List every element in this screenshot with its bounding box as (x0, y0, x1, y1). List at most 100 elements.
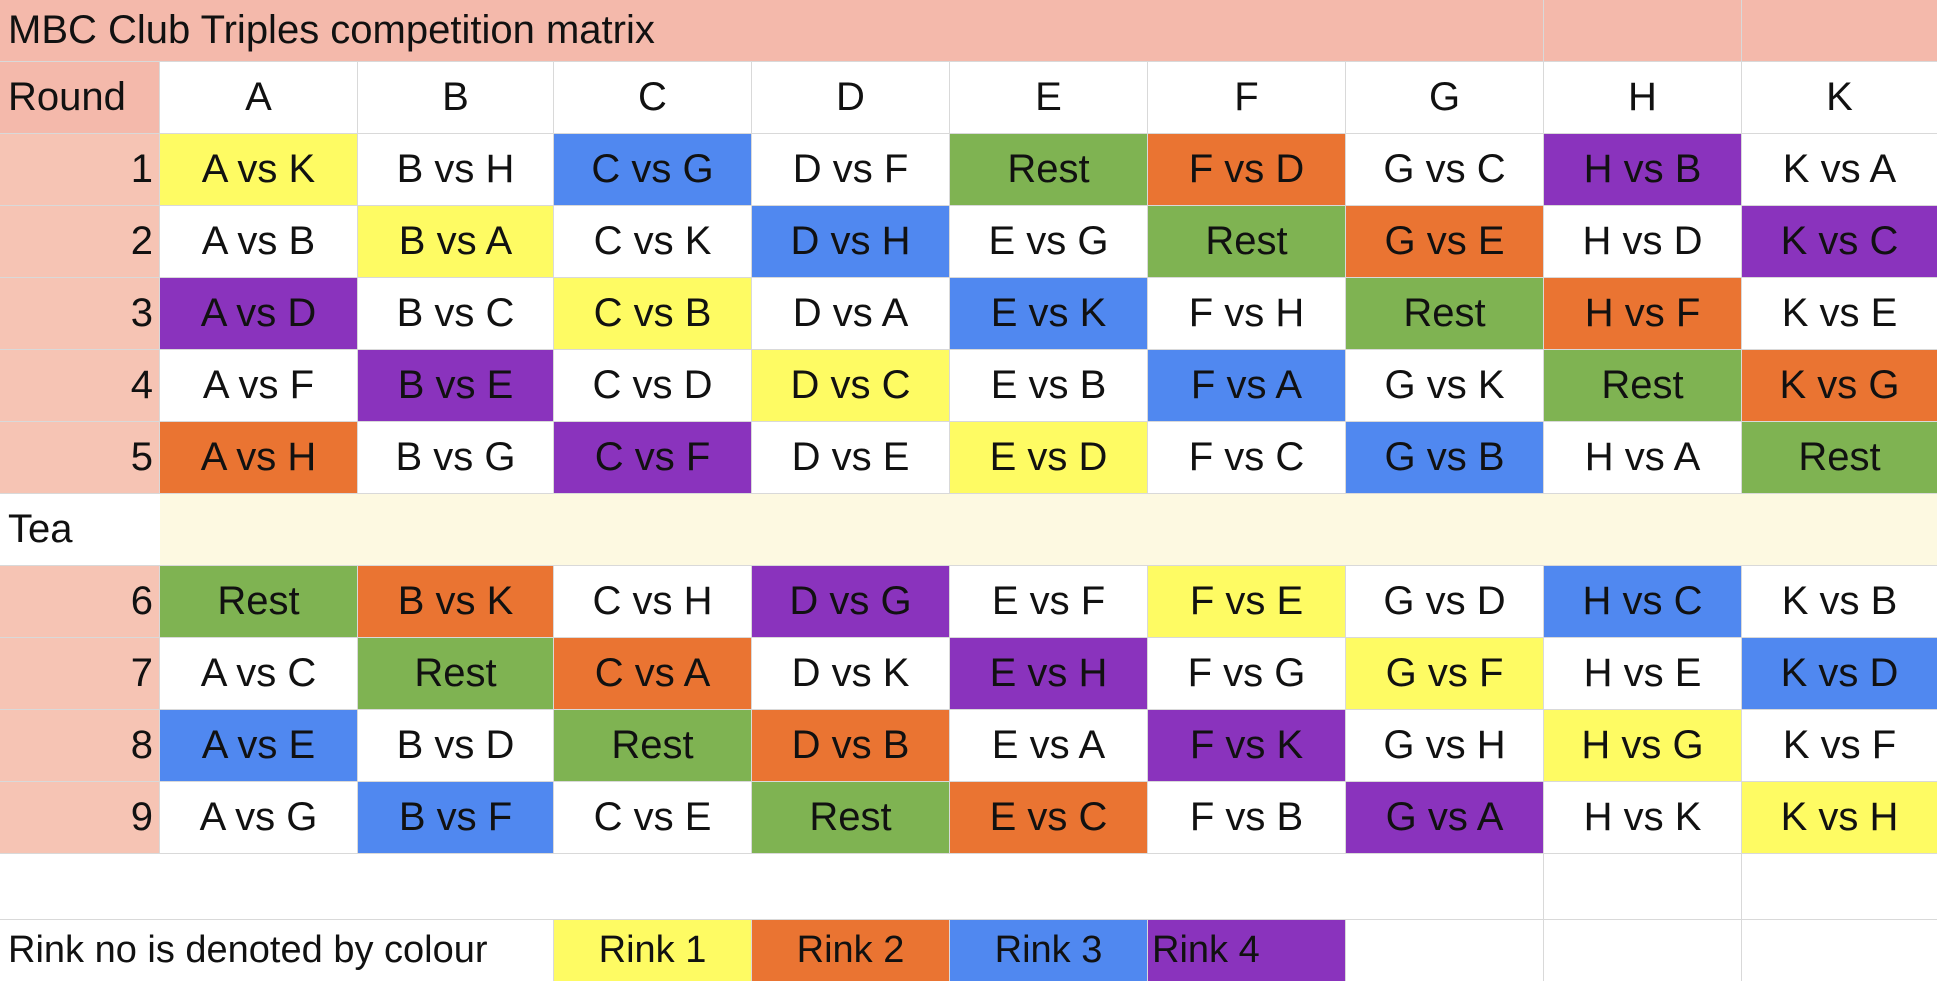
match-cell: E vs H (950, 638, 1148, 710)
match-cell: F vs E (1148, 566, 1346, 638)
match-cell: G vs E (1346, 206, 1544, 278)
match-cell: G vs D (1346, 566, 1544, 638)
match-cell: A vs C (160, 638, 358, 710)
match-cell: E vs G (950, 206, 1148, 278)
match-cell: B vs G (358, 422, 554, 494)
match-cell: A vs B (160, 206, 358, 278)
match-cell: D vs F (752, 134, 950, 206)
match-cell: E vs A (950, 710, 1148, 782)
match-cell: F vs C (1148, 422, 1346, 494)
match-cell: F vs A (1148, 350, 1346, 422)
match-cell: G vs B (1346, 422, 1544, 494)
match-cell: K vs C (1742, 206, 1937, 278)
match-cell: G vs C (1346, 134, 1544, 206)
match-cell: Rest (1346, 278, 1544, 350)
match-cell: Rest (160, 566, 358, 638)
blank-cell (1544, 854, 1742, 920)
match-cell: H vs C (1544, 566, 1742, 638)
match-cell: C vs D (554, 350, 752, 422)
round-number: 7 (0, 638, 160, 710)
tea-break-band (160, 494, 1937, 566)
match-cell: C vs B (554, 278, 752, 350)
match-cell: C vs F (554, 422, 752, 494)
round-number: 8 (0, 710, 160, 782)
column-header-a: A (160, 62, 358, 134)
match-cell: E vs D (950, 422, 1148, 494)
match-cell: E vs F (950, 566, 1148, 638)
match-cell: C vs G (554, 134, 752, 206)
match-cell: K vs A (1742, 134, 1937, 206)
match-cell: B vs E (358, 350, 554, 422)
round-number: 1 (0, 134, 160, 206)
match-cell: K vs G (1742, 350, 1937, 422)
match-cell: Rest (1544, 350, 1742, 422)
title-row-blank-cell (1742, 0, 1937, 62)
match-cell: K vs E (1742, 278, 1937, 350)
tea-label: Tea (0, 494, 160, 566)
match-cell: K vs F (1742, 710, 1937, 782)
match-cell: K vs B (1742, 566, 1937, 638)
match-cell: B vs K (358, 566, 554, 638)
match-cell: C vs H (554, 566, 752, 638)
round-number: 3 (0, 278, 160, 350)
match-cell: B vs A (358, 206, 554, 278)
legend-blank-cell (1346, 920, 1544, 981)
match-cell: E vs B (950, 350, 1148, 422)
legend-rink-4: Rink 4 (1148, 920, 1346, 981)
match-cell: G vs H (1346, 710, 1544, 782)
match-cell: A vs E (160, 710, 358, 782)
column-header-h: H (1544, 62, 1742, 134)
blank-cell (1742, 854, 1937, 920)
sheet-title: MBC Club Triples competition matrix (0, 0, 1544, 62)
match-cell: D vs K (752, 638, 950, 710)
match-cell: H vs B (1544, 134, 1742, 206)
match-cell: F vs H (1148, 278, 1346, 350)
match-cell: K vs D (1742, 638, 1937, 710)
match-cell: F vs K (1148, 710, 1346, 782)
round-number: 5 (0, 422, 160, 494)
match-cell: H vs E (1544, 638, 1742, 710)
match-cell: G vs F (1346, 638, 1544, 710)
match-cell: Rest (1148, 206, 1346, 278)
legend-label: Rink no is denoted by colour (0, 920, 554, 981)
match-cell: C vs E (554, 782, 752, 854)
blank-row (0, 854, 1544, 920)
round-header: Round (0, 62, 160, 134)
match-cell: A vs G (160, 782, 358, 854)
legend-rink-3: Rink 3 (950, 920, 1148, 981)
match-cell: A vs H (160, 422, 358, 494)
match-cell: H vs A (1544, 422, 1742, 494)
match-cell: E vs C (950, 782, 1148, 854)
match-cell: H vs G (1544, 710, 1742, 782)
match-cell: B vs H (358, 134, 554, 206)
match-cell: B vs C (358, 278, 554, 350)
match-cell: F vs B (1148, 782, 1346, 854)
round-number: 9 (0, 782, 160, 854)
match-cell: Rest (554, 710, 752, 782)
column-header-c: C (554, 62, 752, 134)
round-number: 6 (0, 566, 160, 638)
column-header-f: F (1148, 62, 1346, 134)
match-cell: H vs D (1544, 206, 1742, 278)
match-cell: D vs C (752, 350, 950, 422)
match-cell: D vs H (752, 206, 950, 278)
match-cell: A vs D (160, 278, 358, 350)
legend-blank-cell (1544, 920, 1742, 981)
match-cell: D vs E (752, 422, 950, 494)
match-cell: E vs K (950, 278, 1148, 350)
match-cell: C vs A (554, 638, 752, 710)
round-number: 2 (0, 206, 160, 278)
round-number: 4 (0, 350, 160, 422)
title-row-blank-cell (1544, 0, 1742, 62)
legend-rink-1: Rink 1 (554, 920, 752, 981)
column-header-d: D (752, 62, 950, 134)
match-cell: D vs A (752, 278, 950, 350)
column-header-k: K (1742, 62, 1937, 134)
match-cell: B vs D (358, 710, 554, 782)
match-cell: Rest (1742, 422, 1937, 494)
column-header-g: G (1346, 62, 1544, 134)
match-cell: G vs A (1346, 782, 1544, 854)
match-cell: C vs K (554, 206, 752, 278)
match-cell: F vs G (1148, 638, 1346, 710)
